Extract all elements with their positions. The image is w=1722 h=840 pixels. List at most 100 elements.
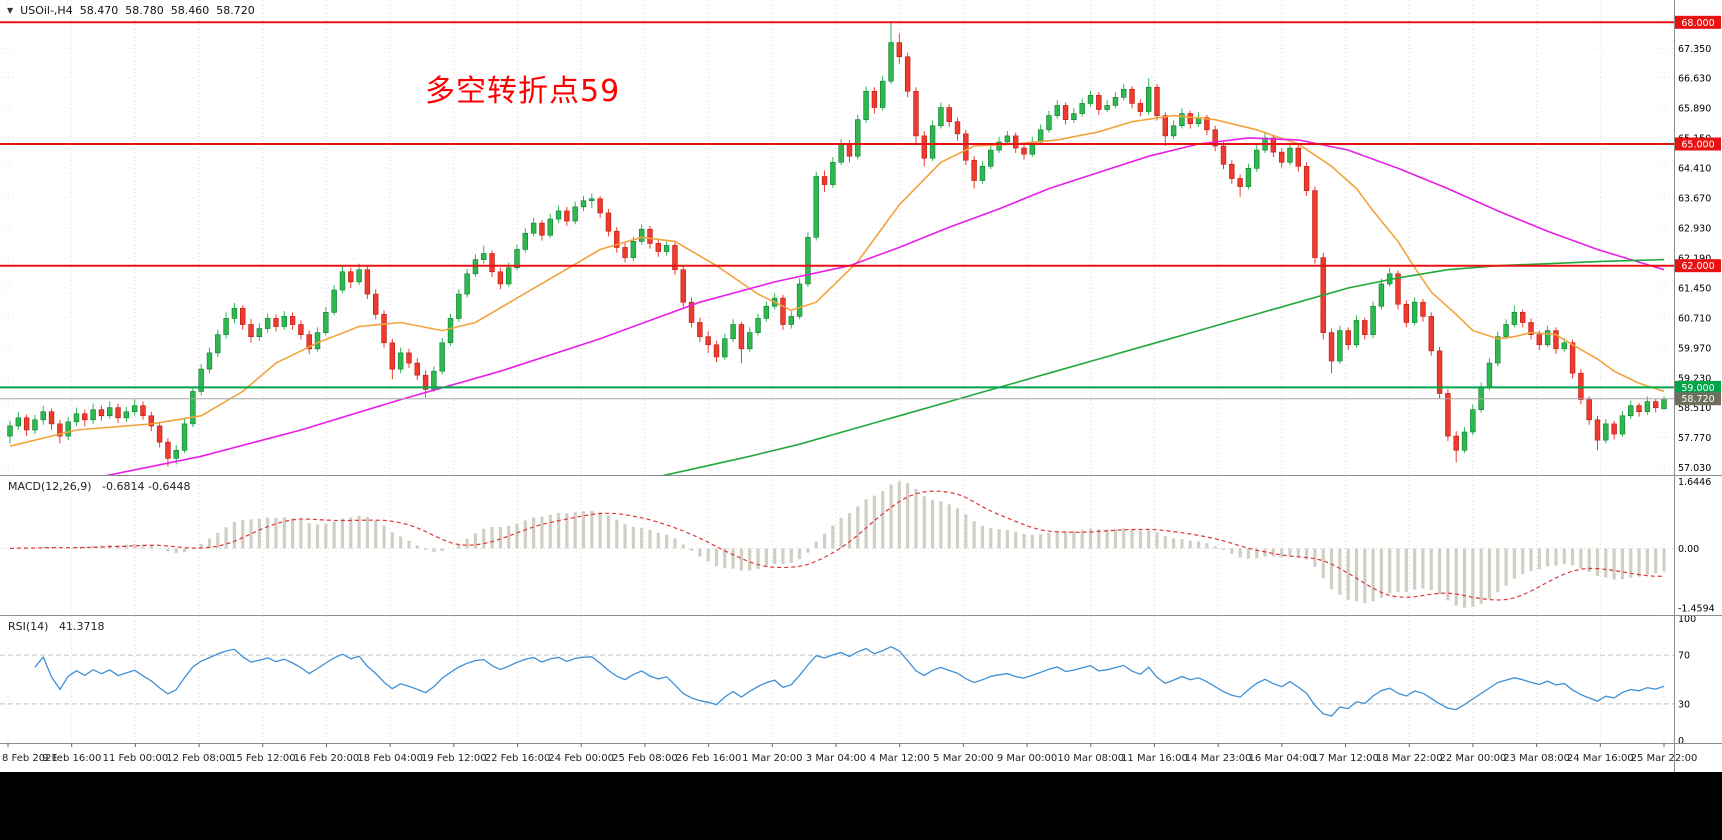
candle <box>198 368 204 392</box>
candle <box>331 289 337 313</box>
candle <box>273 318 279 327</box>
candle <box>447 318 454 344</box>
time-axis-label: 18 Mar 22:00 <box>1376 753 1443 764</box>
candle <box>663 245 670 252</box>
candle <box>264 318 271 329</box>
candle <box>855 119 861 157</box>
price-tick-label: 61.450 <box>1678 284 1711 295</box>
candle <box>1470 409 1476 433</box>
candle <box>938 107 944 127</box>
rsi-indicator-label: RSI(14) 41.3718 <box>8 620 104 633</box>
candle <box>298 324 304 335</box>
macd-scale-label: 1.6446 <box>1678 477 1711 488</box>
time-gridlines <box>7 0 1665 743</box>
candle <box>1561 342 1567 350</box>
rsi-value: 41.3718 <box>58 620 105 633</box>
candle <box>1520 312 1526 323</box>
time-axis-label: 11 Feb 00:00 <box>103 753 169 764</box>
candle <box>1486 362 1493 388</box>
candle <box>1378 283 1385 307</box>
candle <box>572 206 578 222</box>
time-axis-label: 24 Mar 16:00 <box>1567 753 1634 764</box>
candle <box>1403 303 1410 323</box>
candle <box>148 415 154 427</box>
candle <box>1087 95 1094 104</box>
candle <box>1453 435 1459 451</box>
candle <box>913 90 919 137</box>
candle <box>348 271 354 283</box>
time-axis-label: 26 Feb 16:00 <box>676 753 742 764</box>
candle <box>1112 97 1119 106</box>
candle <box>1212 129 1218 147</box>
candle <box>1079 103 1085 114</box>
candle <box>181 423 188 451</box>
candle <box>1661 398 1667 410</box>
candle <box>15 417 22 427</box>
candle <box>589 198 595 202</box>
candle <box>90 409 96 421</box>
price-tick-label: 64.410 <box>1678 163 1711 174</box>
candle <box>256 328 263 337</box>
candle <box>780 297 786 325</box>
candle <box>1420 301 1426 317</box>
price-scale[interactable]: 67.35066.63065.89065.15064.41063.67062.9… <box>1675 15 1721 474</box>
candle <box>979 166 986 181</box>
price-tick-label: 57.030 <box>1678 463 1711 474</box>
candle <box>688 301 695 323</box>
candle <box>1071 113 1077 120</box>
rsi-scale[interactable]: 100 70 30 0 <box>1678 614 1696 747</box>
candle <box>1229 163 1235 179</box>
candle <box>364 269 371 295</box>
candle <box>1553 330 1559 350</box>
candle <box>655 243 662 252</box>
candle <box>680 269 686 303</box>
candle <box>464 273 470 295</box>
ohlc-low: 58.460 <box>170 4 210 17</box>
price-badge-label: 58.720 <box>1681 394 1714 405</box>
candle <box>896 42 903 58</box>
candle <box>505 267 512 285</box>
overlay-ma-fast <box>9 114 1665 447</box>
time-axis-label: 15 Feb 12:00 <box>230 753 296 764</box>
time-axis-label: 18 Feb 04:00 <box>357 753 423 764</box>
price-tick-label: 63.670 <box>1678 193 1711 204</box>
candle <box>306 334 312 350</box>
candle <box>1154 86 1160 116</box>
candle <box>630 241 637 258</box>
candle <box>1461 431 1468 451</box>
candle <box>1187 113 1193 125</box>
time-axis-label: 3 Mar 04:00 <box>806 753 866 764</box>
time-axis-label: 24 Feb 00:00 <box>548 753 614 764</box>
candle <box>472 259 479 275</box>
price-badge <box>1675 137 1721 151</box>
candle <box>1062 105 1069 120</box>
candle <box>638 228 645 242</box>
candle <box>1104 105 1110 110</box>
candle <box>48 411 55 425</box>
candle <box>1503 324 1509 337</box>
price-badge <box>1675 392 1721 406</box>
candle <box>1237 178 1243 187</box>
candle <box>215 334 221 354</box>
candle <box>497 271 504 285</box>
candle <box>738 324 745 350</box>
candle <box>82 413 88 421</box>
candle <box>1445 393 1451 437</box>
time-axis-label: 22 Feb 16:00 <box>485 753 551 764</box>
symbol-info: ▼ USOil-,H4 58.470 58.780 58.460 58.720 <box>7 4 255 17</box>
price-badge-label: 62.000 <box>1681 261 1714 272</box>
candle <box>921 135 927 159</box>
candle <box>1395 273 1401 305</box>
chevron-down-icon: ▼ <box>7 6 14 15</box>
candle <box>963 133 969 161</box>
candle <box>123 411 130 419</box>
macd-scale[interactable]: 1.6446 0.00 -1.4594 <box>1678 477 1715 614</box>
rsi-scale-label: 30 <box>1678 699 1690 710</box>
price-badge-label: 59.000 <box>1681 383 1714 394</box>
ohlc-high: 58.780 <box>125 4 164 17</box>
candle <box>397 352 404 370</box>
candle <box>614 230 620 248</box>
